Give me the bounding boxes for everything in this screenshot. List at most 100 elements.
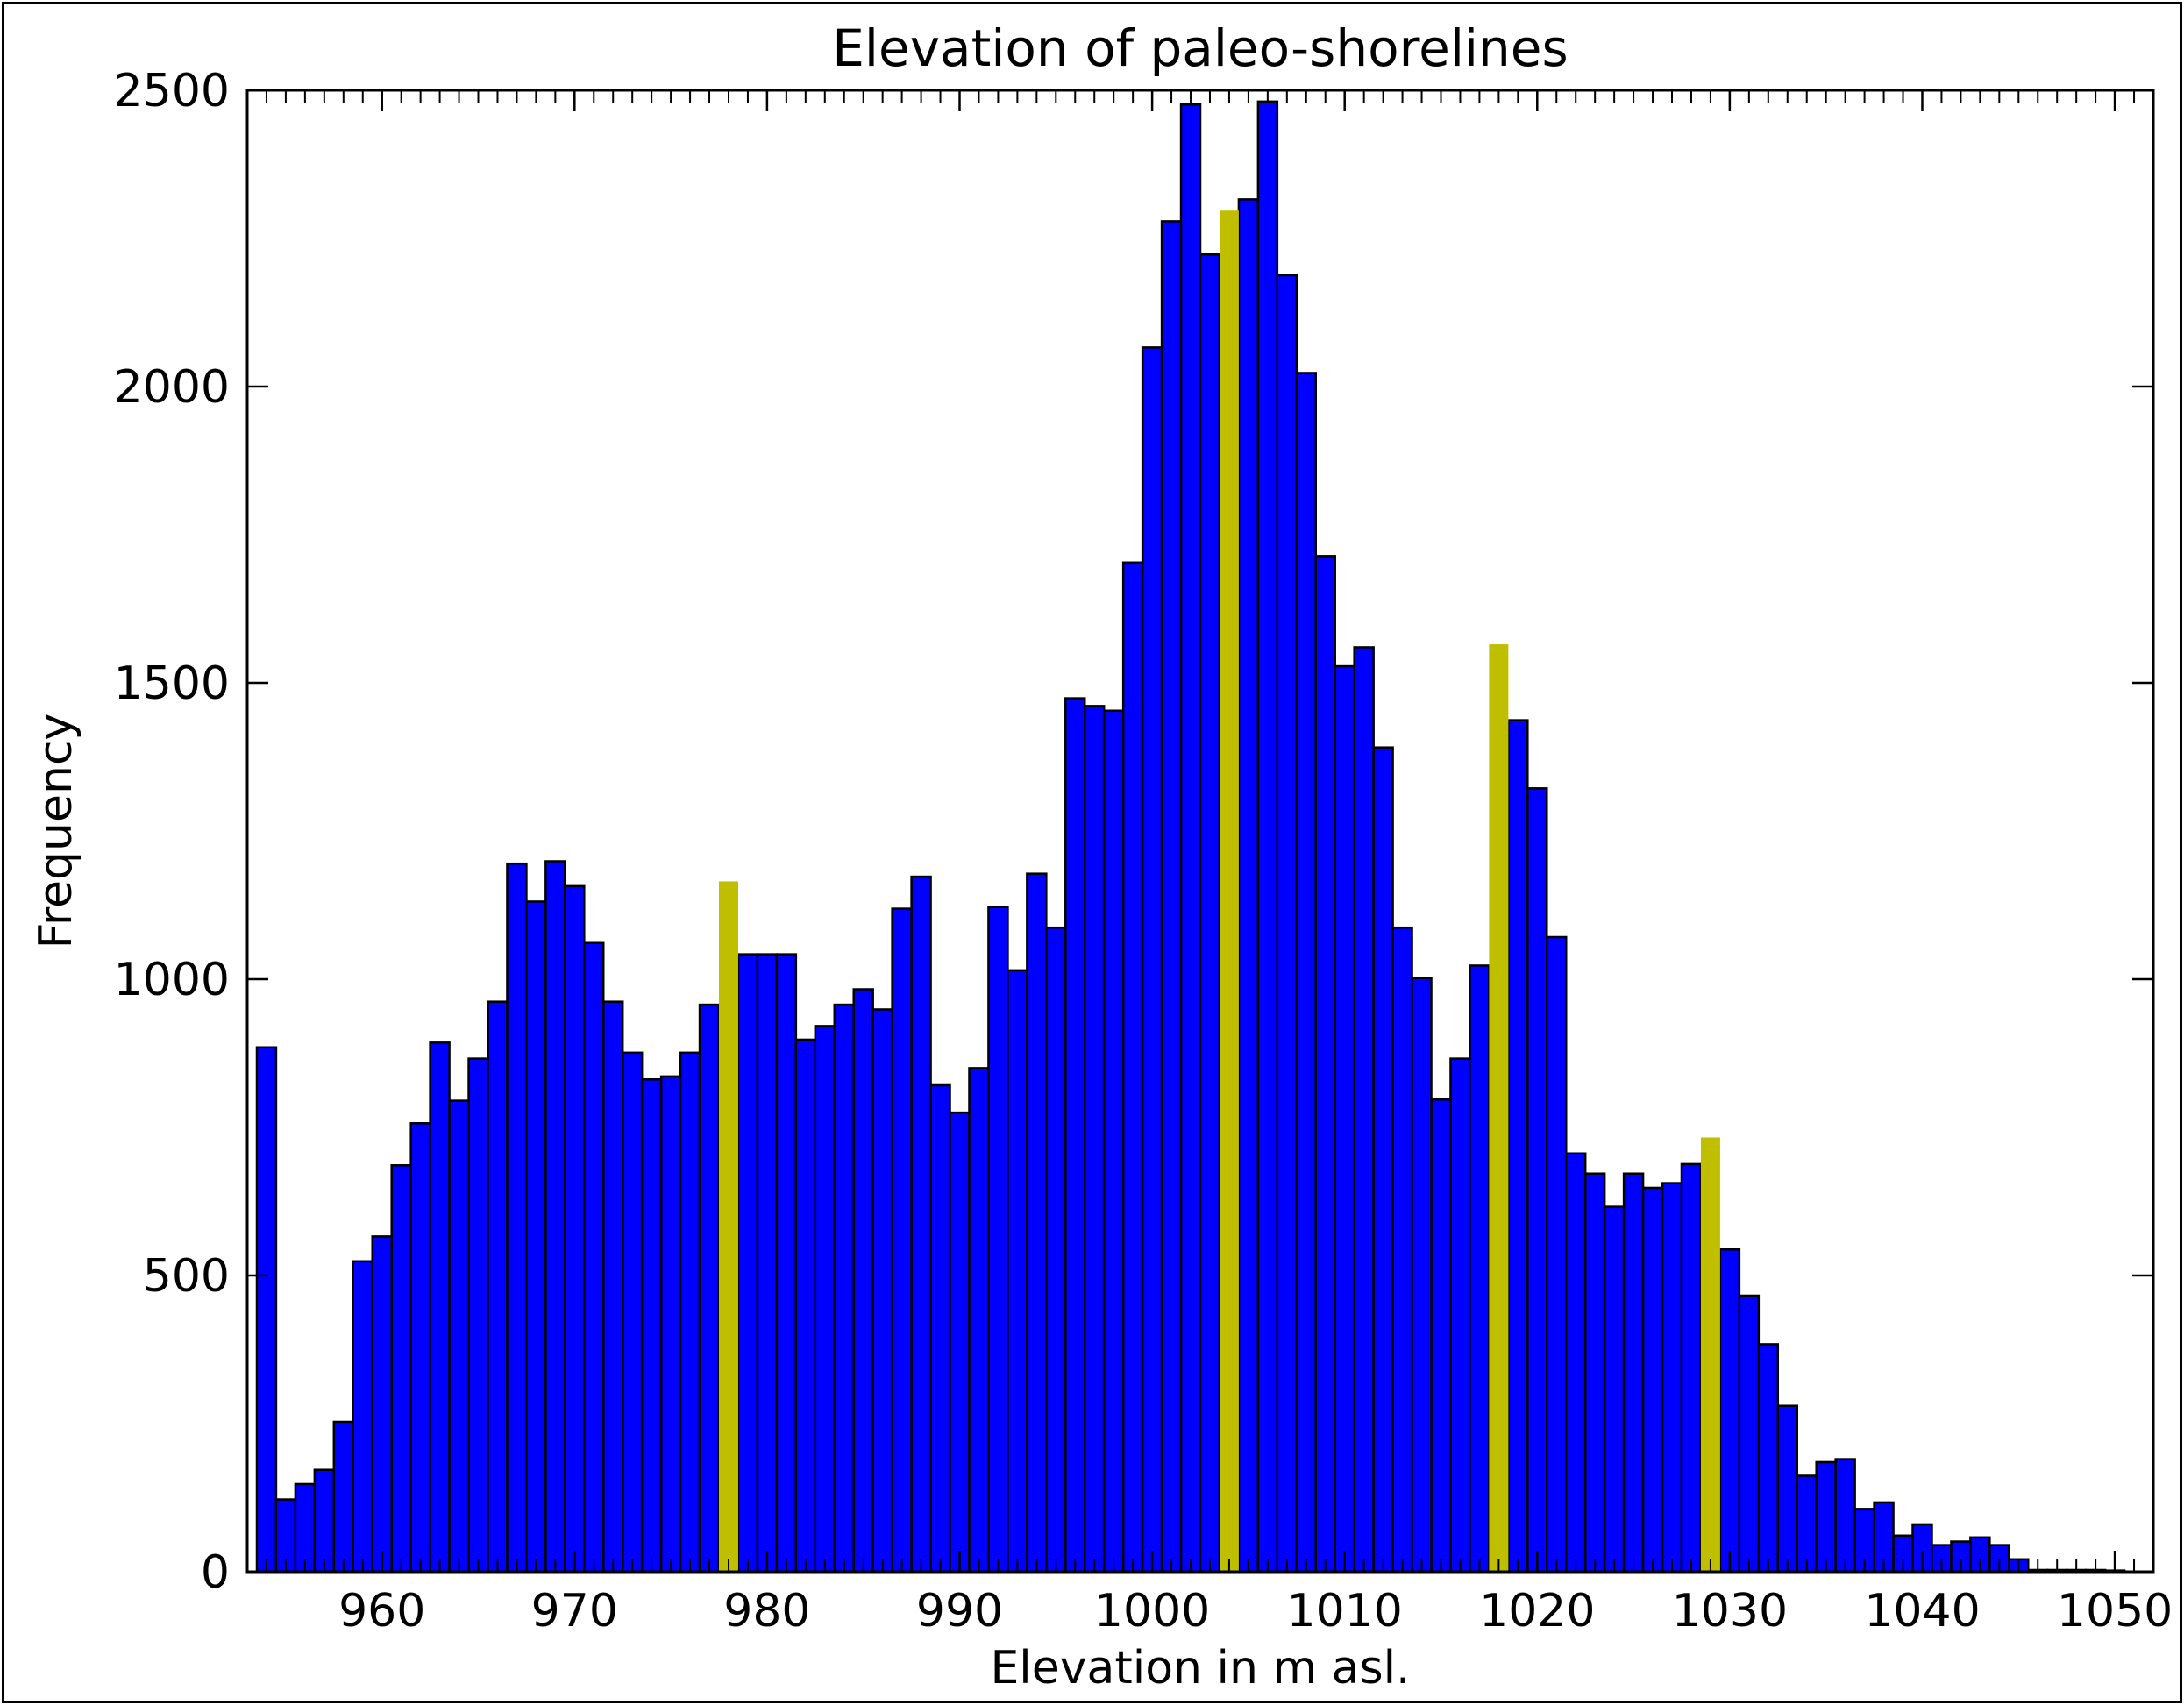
histogram-bar-992	[987, 906, 1009, 1574]
histogram-bar-970	[564, 884, 586, 1574]
histogram-bar-1015	[1430, 1098, 1452, 1574]
histogram-bar-1010	[1334, 664, 1355, 1574]
y-tick-label: 1000	[114, 954, 230, 1006]
histogram-bar-1016	[1449, 1057, 1471, 1574]
histogram-bar-1013	[1391, 926, 1413, 1574]
histogram-bar-976	[679, 1051, 701, 1574]
histogram-bar-1022	[1564, 1152, 1587, 1574]
histogram-bar-1032	[1757, 1343, 1780, 1574]
histogram-bar-1026	[1641, 1186, 1664, 1574]
histogram-bar-1035	[1815, 1460, 1837, 1574]
histogram-bar-995	[1045, 926, 1067, 1574]
histogram-bar-985	[852, 988, 874, 1574]
histogram-bar-986	[871, 1008, 893, 1574]
histogram-bar-984	[833, 1003, 855, 1574]
histogram-bar-967	[506, 862, 528, 1574]
x-axis-label: Elevation in m asl.	[990, 1642, 1410, 1694]
histogram-bar-987	[891, 907, 913, 1574]
x-tick-label: 1010	[1287, 1585, 1403, 1638]
histogram-bar-960	[371, 1235, 393, 1574]
x-tick-label: 1020	[1479, 1585, 1595, 1638]
highlight-bar-978	[719, 881, 738, 1572]
histogram-bar-980	[756, 953, 779, 1574]
x-tick-label: 960	[338, 1585, 425, 1638]
histogram-bar-954	[255, 1046, 278, 1574]
histogram-bar-1008	[1295, 372, 1318, 1574]
histogram-bar-1023	[1583, 1172, 1606, 1574]
histogram-bar-971	[583, 941, 605, 1574]
histogram-bar-961	[390, 1164, 412, 1574]
histogram-bar-1021	[1546, 935, 1568, 1574]
histogram-bar-982	[794, 1038, 817, 1574]
histogram-bar-1007	[1276, 274, 1298, 1574]
histogram-bar-959	[352, 1260, 373, 1574]
histogram-bar-990	[949, 1111, 971, 1574]
histogram-bar-1001	[1160, 220, 1183, 1574]
histogram-chart: 960 970 980 990 1000 1010 1020 1030 1040 1050 0 500…	[30, 18, 2173, 1694]
histogram-bar-998	[1102, 709, 1125, 1574]
histogram-bar-964	[448, 1099, 470, 1574]
histogram-bar-988	[910, 875, 932, 1574]
chart-title: Elevation of paleo-shorelines	[832, 18, 1568, 78]
highlight-bar-1004	[1219, 210, 1239, 1572]
histogram-bar-966	[487, 1000, 509, 1574]
histogram-bar-999	[1121, 561, 1144, 1574]
plot-area	[245, 89, 2155, 1574]
x-tick-label: 1040	[1864, 1585, 1980, 1638]
highlight-bar-1029	[1700, 1137, 1720, 1572]
histogram-bar-1012	[1372, 746, 1394, 1574]
histogram-bar-1028	[1680, 1162, 1703, 1574]
y-tick-label: 0	[201, 1546, 230, 1599]
histogram-bar-965	[467, 1057, 489, 1574]
highlight-bar-1018	[1489, 644, 1509, 1572]
y-tick-label: 1500	[114, 657, 230, 710]
axis-ticks	[246, 89, 2154, 1574]
histogram-bar-1036	[1834, 1458, 1856, 1574]
histogram-bar-973	[621, 1051, 644, 1574]
histogram-bar-1000	[1141, 346, 1163, 1574]
histogram-bar-981	[775, 953, 798, 1574]
histogram-bar-1031	[1738, 1294, 1761, 1574]
y-tick-label: 2500	[114, 65, 230, 117]
histogram-bar-1034	[1796, 1474, 1818, 1574]
histogram-bar-994	[1026, 872, 1048, 1574]
histogram-bar-969	[544, 860, 566, 1574]
histogram-bar-993	[1007, 969, 1028, 1574]
histogram-bar-972	[602, 1000, 624, 1574]
histogram-bar-1024	[1603, 1205, 1626, 1574]
histogram-bar-968	[525, 900, 547, 1574]
histogram-bar-1002	[1179, 103, 1202, 1574]
histogram-bar-962	[409, 1122, 431, 1574]
histogram-bar-957	[313, 1468, 336, 1574]
tick-labels: 960 970 980 990 1000 1010 1020 1030 1040 1050 0 500…	[114, 65, 2173, 1638]
histogram-bar-1009	[1314, 555, 1336, 1574]
histogram-bar-1033	[1776, 1404, 1798, 1574]
histogram-bar-974	[640, 1077, 663, 1574]
x-tick-label: 970	[531, 1585, 618, 1638]
histogram-bar-1003	[1199, 253, 1221, 1574]
histogram-bar-996	[1064, 697, 1086, 1574]
histogram-bar-1019	[1507, 719, 1529, 1574]
x-tick-label: 980	[723, 1585, 810, 1638]
histogram-bar-1030	[1718, 1248, 1741, 1574]
y-tick-label: 500	[143, 1250, 230, 1303]
histogram-bar-1005	[1237, 198, 1260, 1574]
histogram-bar-1027	[1661, 1182, 1683, 1574]
histogram-bar-989	[929, 1083, 951, 1574]
histogram-bar-983	[814, 1025, 836, 1574]
histogram-bar-1017	[1469, 964, 1490, 1574]
x-tick-label: 1030	[1672, 1585, 1788, 1638]
histogram-bars	[255, 100, 2126, 1574]
histogram-bar-991	[968, 1067, 990, 1574]
histogram-bar-1011	[1353, 646, 1375, 1574]
x-tick-label: 1050	[2057, 1585, 2173, 1638]
histogram-bar-1025	[1622, 1172, 1645, 1574]
histogram-bar-1006	[1256, 100, 1279, 1574]
y-tick-label: 2000	[114, 361, 230, 414]
x-tick-label: 990	[916, 1585, 1003, 1638]
histogram-bar-997	[1083, 705, 1106, 1574]
y-axis-label: Frequency	[30, 714, 82, 949]
histogram-bar-979	[736, 953, 759, 1574]
x-tick-label: 1000	[1094, 1585, 1210, 1638]
